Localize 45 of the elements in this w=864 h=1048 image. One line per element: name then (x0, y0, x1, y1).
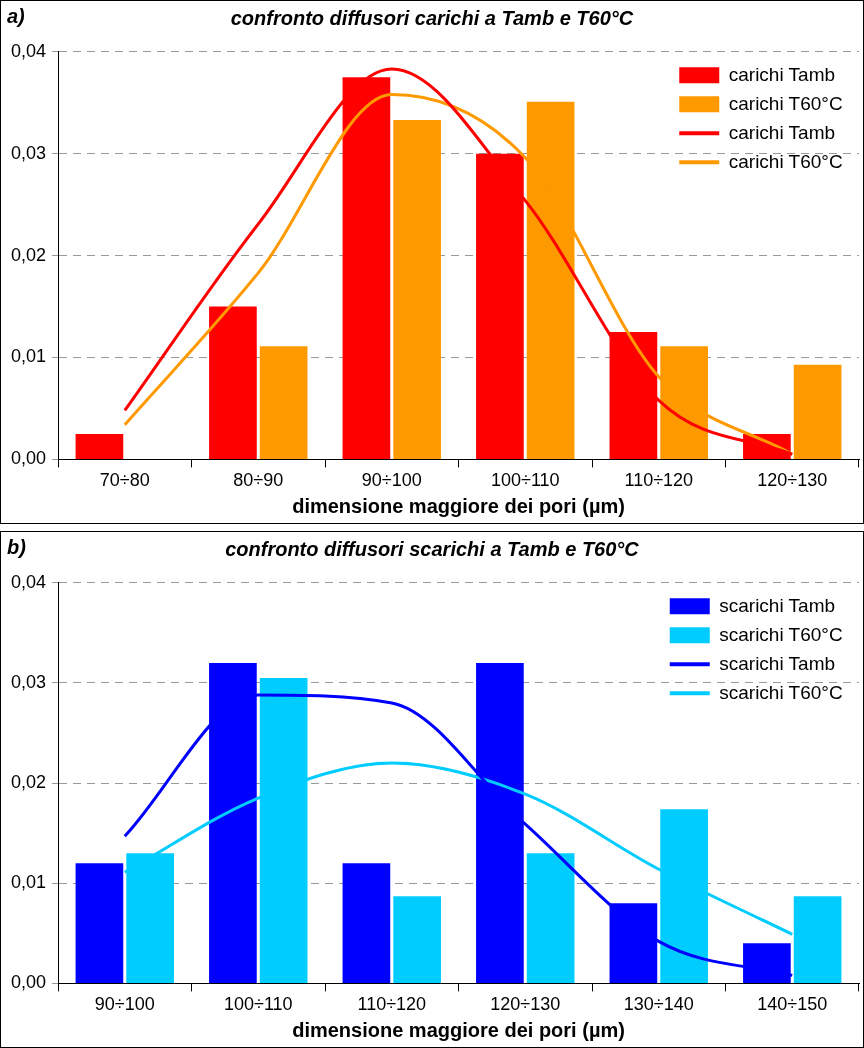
bar (393, 120, 441, 459)
legend-label: scarichi Tamb (719, 652, 836, 674)
x-tick-label: 140÷150 (757, 994, 828, 1015)
legend-label: scarichi T60°C (719, 681, 843, 703)
legend-label: carichi Tamb (728, 63, 836, 85)
legend-label: scarichi Tamb (719, 594, 836, 616)
x-tick-label: 120÷130 (757, 470, 828, 491)
x-tick-label: 110÷120 (357, 994, 427, 1015)
x-tick-label: 120÷130 (490, 994, 561, 1015)
y-tick-label: 0,00 (10, 972, 47, 993)
x-axis-title: dimensione maggiore dei pori (µm) (292, 1018, 625, 1041)
bar (393, 896, 441, 983)
y-tick-label: 0,02 (10, 772, 47, 793)
y-tick-label: 0,04 (10, 40, 47, 61)
legend-label: carichi Tamb (728, 121, 836, 143)
legend-label: scarichi T60°C (719, 623, 843, 645)
x-tick-label: 110÷120 (624, 470, 694, 491)
bar (793, 364, 842, 459)
y-tick-label: 0,02 (10, 244, 47, 265)
y-tick-label: 0,01 (10, 346, 47, 367)
x-tick-label: 100÷110 (490, 470, 560, 491)
chart-title: confronto diffusori scarichi a Tamb e T60°C (225, 538, 639, 560)
y-tick-label: 0,03 (10, 142, 47, 163)
x-tick-label: 80÷90 (233, 470, 284, 491)
bar (75, 863, 124, 983)
x-tick-label: 130÷140 (623, 994, 694, 1015)
x-tick-label: 100÷110 (223, 994, 293, 1015)
x-tick-label: 90÷100 (94, 994, 155, 1015)
bar (259, 346, 308, 459)
y-tick-label: 0,03 (10, 671, 47, 692)
y-tick-label: 0,01 (10, 872, 47, 893)
y-tick-label: 0,00 (10, 448, 47, 469)
chart-title: confronto diffusori carichi a Tamb e T60°C (230, 7, 634, 29)
bar (75, 433, 124, 459)
text: b) (7, 536, 26, 559)
bar (526, 853, 575, 983)
legend-label: carichi T60°C (728, 92, 843, 114)
bar (209, 306, 257, 459)
x-tick-label: 90÷100 (361, 470, 422, 491)
y-tick-label: 0,04 (10, 571, 47, 592)
bar (342, 863, 391, 983)
text: a) (7, 5, 25, 28)
legend-label: carichi T60°C (728, 150, 843, 172)
x-tick-label: 70÷80 (99, 470, 150, 491)
x-axis-title: dimensione maggiore dei pori (µm) (292, 494, 625, 517)
